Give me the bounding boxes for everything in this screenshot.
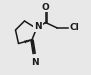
Text: N: N bbox=[31, 58, 38, 67]
Text: N: N bbox=[34, 22, 42, 31]
Text: O: O bbox=[42, 3, 49, 12]
Text: Cl: Cl bbox=[69, 23, 79, 32]
